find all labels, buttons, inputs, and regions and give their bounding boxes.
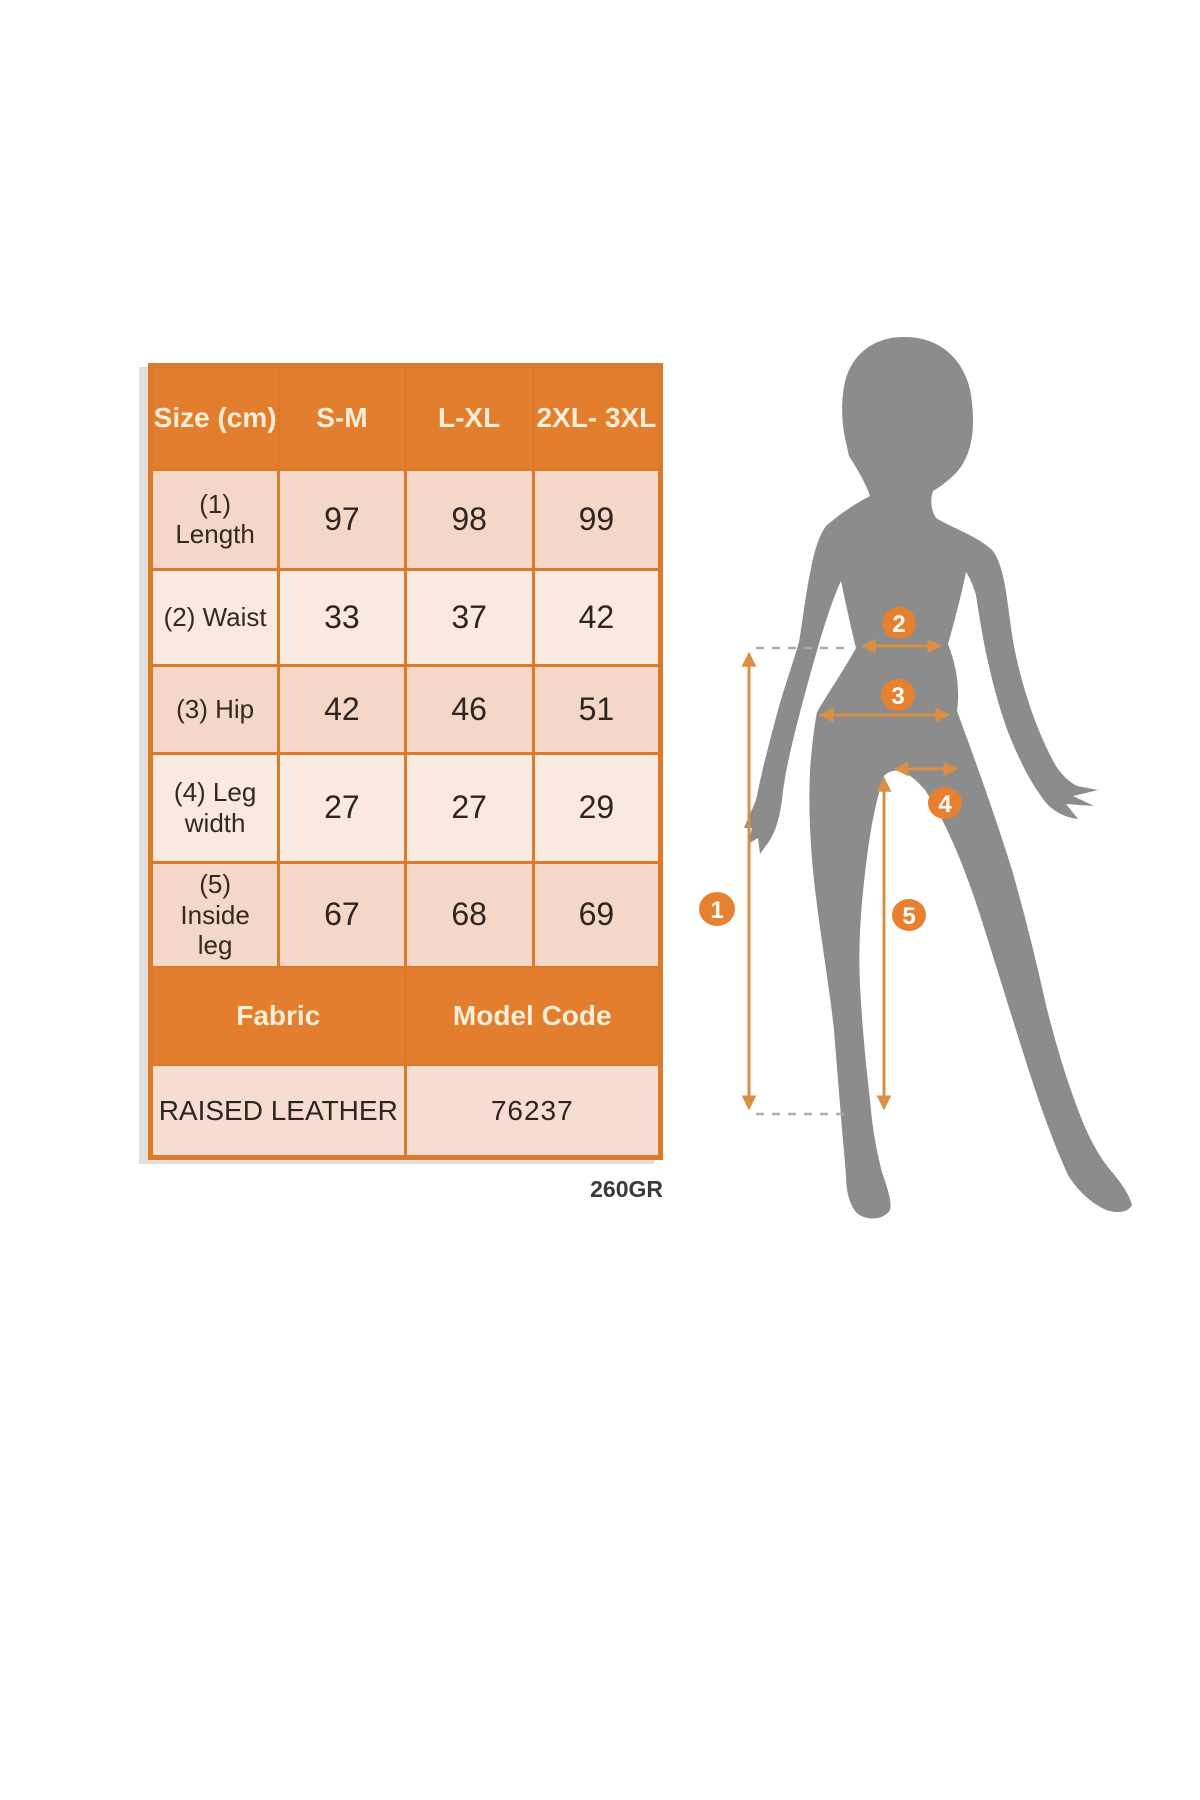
model-code-value: 76237 (406, 1065, 658, 1155)
table-cell: 68 (406, 863, 532, 967)
table-cell: 27 (406, 754, 532, 861)
column-header-lxl: L-XL (406, 368, 532, 468)
weight-caption: 260GR (590, 1176, 663, 1202)
table-cell: 67 (280, 863, 404, 967)
svg-text:4: 4 (938, 791, 952, 818)
table-cell: 69 (534, 863, 658, 967)
marker-4: 4 (928, 787, 962, 819)
table-cell: 42 (534, 571, 658, 665)
row-label-inside-leg: (5) Inside leg (153, 863, 278, 967)
svg-text:2: 2 (892, 611, 905, 638)
table-cell: 27 (280, 754, 404, 861)
footer-header-model-code: Model Code (406, 969, 658, 1063)
table-cell: 33 (280, 571, 404, 665)
marker-2: 2 (882, 607, 916, 639)
marker-5: 5 (892, 899, 926, 931)
svg-text:1: 1 (710, 897, 723, 924)
table-cell: 29 (534, 754, 658, 861)
column-header-sm: S-M (280, 368, 404, 468)
marker-1: 1 (699, 892, 735, 926)
column-header-size: Size (cm) (153, 368, 278, 468)
body-measurement-diagram: 1 2 3 4 5 (699, 336, 1132, 1219)
fabric-value: RAISED LEATHER (153, 1065, 404, 1155)
footer-header-fabric: Fabric (153, 969, 404, 1063)
svg-text:3: 3 (891, 683, 904, 710)
female-silhouette (744, 336, 1132, 1219)
table-cell: 42 (280, 667, 404, 752)
table-cell: 98 (406, 470, 532, 569)
row-label-length: (1) Length (153, 470, 278, 569)
svg-text:5: 5 (902, 903, 915, 930)
column-header-2xl3xl: 2XL- 3XL (534, 368, 658, 468)
row-label-waist: (2) Waist (153, 571, 278, 665)
row-label-leg-width: (4) Leg width (153, 754, 278, 861)
size-table: Size (cm) S-M L-XL 2XL- 3XL (1) Length 9… (148, 363, 663, 1160)
row-label-hip: (3) Hip (153, 667, 278, 752)
table-cell: 97 (280, 470, 404, 569)
table-cell: 46 (406, 667, 532, 752)
table-cell: 99 (534, 470, 658, 569)
table-cell: 37 (406, 571, 532, 665)
table-cell: 51 (534, 667, 658, 752)
marker-3: 3 (881, 679, 915, 711)
